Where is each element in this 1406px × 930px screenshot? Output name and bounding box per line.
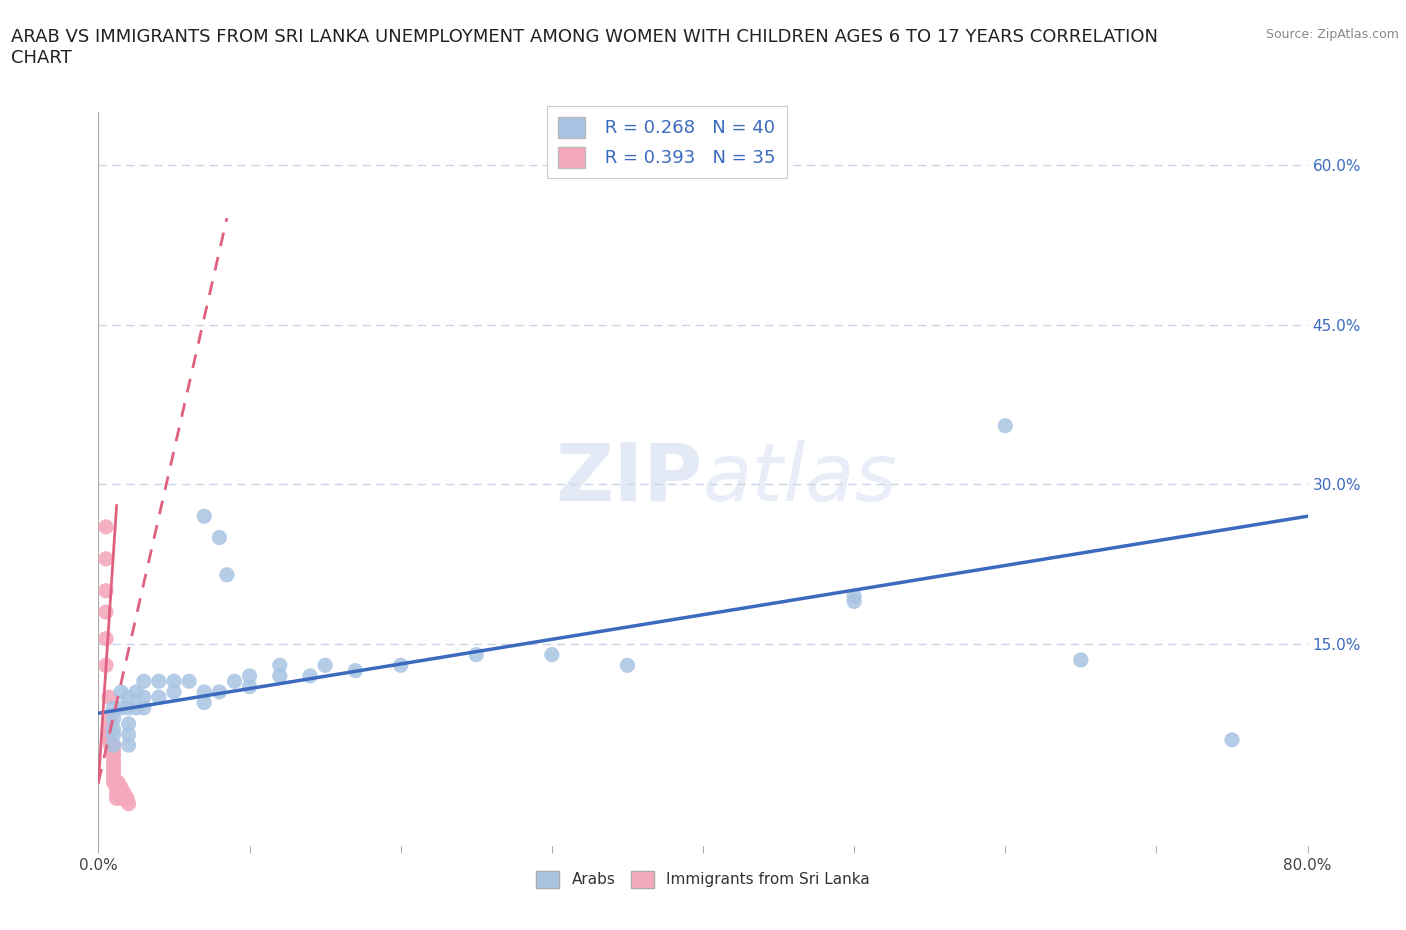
Point [110, 790, 132, 805]
Point [118, 716, 141, 731]
Point [239, 669, 262, 684]
Point [98, 733, 121, 748]
Point [540, 647, 562, 662]
Point [118, 737, 141, 752]
Point [100, 737, 122, 752]
Point [103, 722, 125, 737]
Point [110, 780, 132, 795]
Point [103, 737, 125, 752]
Point [103, 770, 125, 785]
Point [103, 727, 125, 742]
Point [103, 759, 125, 774]
Point [215, 567, 238, 582]
Point [107, 780, 129, 795]
Point [208, 530, 231, 545]
Point [193, 509, 215, 524]
Point [114, 790, 136, 805]
Point [118, 796, 141, 811]
Point [1220, 733, 1243, 748]
Point [118, 690, 141, 705]
Legend: Arabs, Immigrants from Sri Lanka: Arabs, Immigrants from Sri Lanka [530, 865, 876, 894]
Point [105, 775, 128, 790]
Point [193, 695, 215, 710]
Point [132, 690, 155, 705]
Point [101, 743, 124, 758]
Point [299, 669, 322, 684]
Point [1070, 653, 1092, 668]
Point [103, 700, 125, 715]
Point [239, 679, 262, 694]
Text: ARAB VS IMMIGRANTS FROM SRI LANKA UNEMPLOYMENT AMONG WOMEN WITH CHILDREN AGES 6 : ARAB VS IMMIGRANTS FROM SRI LANKA UNEMPL… [11, 28, 1159, 67]
Point [118, 727, 141, 742]
Point [110, 684, 132, 699]
Point [844, 594, 866, 609]
Point [98, 727, 121, 742]
Point [94, 520, 117, 535]
Point [148, 674, 170, 689]
Text: Source: ZipAtlas.com: Source: ZipAtlas.com [1265, 28, 1399, 41]
Point [107, 775, 129, 790]
Point [844, 589, 866, 604]
Point [616, 658, 638, 672]
Point [94, 658, 117, 672]
Point [110, 786, 132, 801]
Point [94, 551, 117, 566]
Point [105, 786, 128, 801]
Point [98, 711, 121, 726]
Point [94, 583, 117, 598]
Point [994, 418, 1017, 433]
Point [148, 690, 170, 705]
Text: ZIP: ZIP [555, 440, 703, 518]
Point [103, 775, 125, 790]
Point [344, 663, 367, 678]
Point [94, 631, 117, 646]
Point [115, 790, 138, 805]
Point [465, 647, 488, 662]
Point [118, 700, 141, 715]
Point [163, 674, 186, 689]
Point [107, 786, 129, 801]
Point [125, 684, 148, 699]
Point [103, 743, 125, 758]
Point [103, 749, 125, 764]
Point [132, 700, 155, 715]
Point [103, 737, 125, 752]
Point [193, 684, 215, 699]
Point [269, 658, 291, 672]
Point [163, 684, 186, 699]
Point [105, 780, 128, 795]
Point [314, 658, 336, 672]
Point [224, 674, 246, 689]
Point [110, 700, 132, 715]
Point [389, 658, 412, 672]
Point [103, 711, 125, 726]
Point [125, 700, 148, 715]
Point [112, 786, 135, 801]
Point [105, 790, 128, 805]
Point [103, 753, 125, 768]
Point [94, 604, 117, 619]
Point [98, 722, 121, 737]
Point [208, 684, 231, 699]
Point [179, 674, 201, 689]
Text: atlas: atlas [703, 440, 898, 518]
Point [103, 764, 125, 779]
Point [269, 669, 291, 684]
Point [98, 690, 121, 705]
Point [132, 674, 155, 689]
